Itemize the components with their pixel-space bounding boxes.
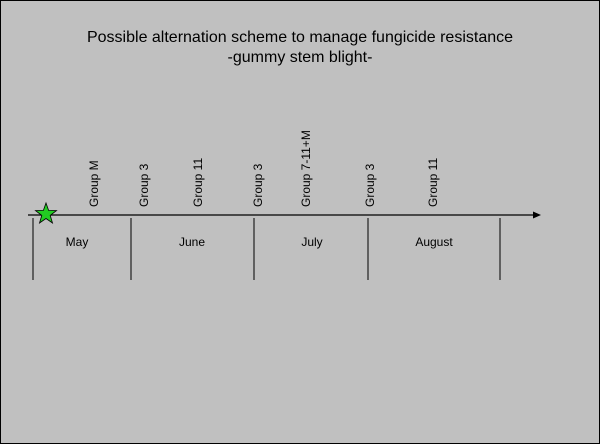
month-label: May — [66, 235, 89, 249]
application-label: Group 3 — [137, 163, 151, 207]
application-label: Group 7-11+M — [299, 130, 313, 207]
application-label: Group 3 — [251, 163, 265, 207]
month-label: July — [301, 235, 322, 249]
month-dividers — [32, 218, 501, 280]
title-line: Possible alternation scheme to manage fu… — [87, 29, 513, 46]
application-label: Group 11 — [191, 158, 205, 207]
application-label: Group 3 — [363, 163, 377, 207]
application-label: Group M — [87, 160, 101, 207]
arrowhead — [533, 211, 541, 219]
month-label: June — [179, 235, 205, 249]
application-label: Group 11 — [426, 158, 440, 207]
start-star — [34, 201, 58, 224]
month-label: August — [415, 235, 453, 249]
title-line: -gummy stem blight- — [228, 49, 373, 66]
